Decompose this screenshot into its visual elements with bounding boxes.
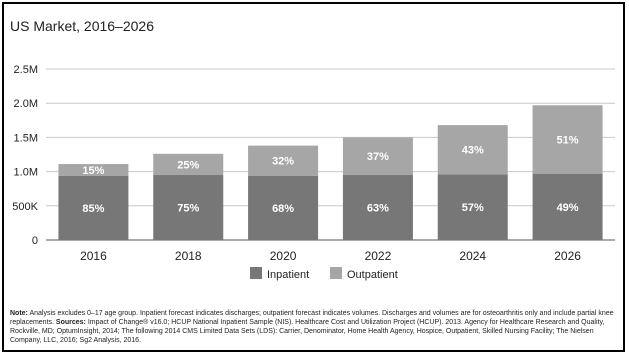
bar-outpatient [58, 164, 129, 176]
x-tick-label: 2026 [554, 249, 581, 263]
bar-inpatient [58, 175, 129, 240]
data-label-outpatient: 15% [82, 165, 104, 177]
data-label-inpatient: 75% [177, 203, 199, 215]
y-tick-label: 2.0M [14, 98, 38, 110]
data-label-inpatient: 63% [367, 203, 389, 215]
sources-label: Sources: [55, 319, 86, 326]
bar-inpatient [342, 175, 413, 240]
y-tick-label: 2.5M [14, 64, 38, 76]
bar-outpatient [342, 137, 413, 176]
data-label-outpatient: 43% [462, 145, 484, 157]
data-label-outpatient: 32% [272, 156, 294, 168]
bar-outpatient [532, 105, 603, 174]
bar-outpatient [437, 125, 508, 175]
bar-outpatient [153, 153, 224, 176]
bar-inpatient [153, 175, 224, 240]
note-label: Note: [10, 310, 28, 317]
x-tick-label: 2024 [459, 249, 486, 263]
legend-label-inpatient: Inpatient [267, 269, 309, 281]
x-tick-label: 2022 [365, 249, 392, 263]
legend-swatch-inpatient [250, 267, 262, 279]
y-tick-label: 500K [12, 201, 38, 213]
bar-inpatient [248, 175, 319, 240]
legend-swatch-outpatient [330, 267, 342, 279]
bar-outpatient [248, 145, 319, 176]
data-label-outpatient: 25% [177, 159, 199, 171]
data-label-inpatient: 57% [462, 202, 484, 214]
data-label-inpatient: 68% [272, 203, 294, 215]
y-tick-label: 0 [32, 235, 38, 247]
chart-title: US Market, 2016–2026 [10, 18, 154, 34]
bar-inpatient [437, 174, 508, 240]
y-tick-label: 1.5M [14, 132, 38, 144]
x-tick-label: 2016 [80, 249, 107, 263]
note-text: Analysis excludes 0–17 age group. Inpati… [10, 310, 614, 326]
legend-label-outpatient: Outpatient [347, 269, 398, 281]
y-tick-label: 1.0M [14, 167, 38, 179]
data-label-inpatient: 49% [557, 202, 579, 214]
data-label-outpatient: 51% [557, 134, 579, 146]
x-tick-label: 2018 [175, 249, 202, 263]
chart-footnote: Note: Analysis excludes 0–17 age group. … [10, 309, 622, 345]
bar-inpatient [532, 173, 603, 240]
sources-text: Impact of Change® v16.0; HCUP National I… [10, 319, 605, 344]
data-label-inpatient: 85% [82, 203, 104, 215]
data-label-outpatient: 37% [367, 151, 389, 163]
x-tick-label: 2020 [270, 249, 297, 263]
